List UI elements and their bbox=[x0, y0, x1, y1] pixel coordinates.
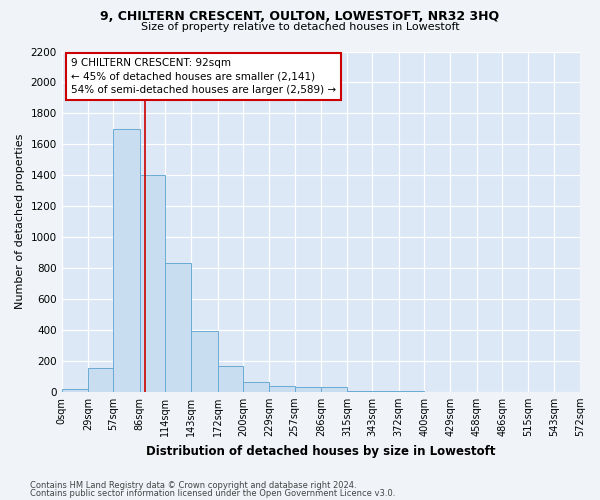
Y-axis label: Number of detached properties: Number of detached properties bbox=[15, 134, 25, 310]
Bar bbox=[347, 391, 373, 392]
Text: Size of property relative to detached houses in Lowestoft: Size of property relative to detached ho… bbox=[140, 22, 460, 32]
Bar bbox=[269, 386, 295, 392]
X-axis label: Distribution of detached houses by size in Lowestoft: Distribution of detached houses by size … bbox=[146, 444, 496, 458]
Bar bbox=[243, 382, 269, 392]
Text: 9, CHILTERN CRESCENT, OULTON, LOWESTOFT, NR32 3HQ: 9, CHILTERN CRESCENT, OULTON, LOWESTOFT,… bbox=[100, 10, 500, 23]
Bar bbox=[218, 366, 243, 392]
Bar bbox=[140, 175, 165, 392]
Bar bbox=[321, 387, 347, 392]
Text: Contains public sector information licensed under the Open Government Licence v3: Contains public sector information licen… bbox=[30, 489, 395, 498]
Text: 9 CHILTERN CRESCENT: 92sqm
← 45% of detached houses are smaller (2,141)
54% of s: 9 CHILTERN CRESCENT: 92sqm ← 45% of deta… bbox=[71, 58, 336, 95]
Text: Contains HM Land Registry data © Crown copyright and database right 2024.: Contains HM Land Registry data © Crown c… bbox=[30, 480, 356, 490]
Bar bbox=[113, 129, 140, 392]
Bar bbox=[295, 387, 321, 392]
Bar bbox=[165, 264, 191, 392]
Bar bbox=[373, 391, 399, 392]
Bar bbox=[191, 332, 218, 392]
Bar bbox=[399, 391, 424, 392]
Bar bbox=[88, 368, 113, 392]
Bar bbox=[62, 388, 88, 392]
